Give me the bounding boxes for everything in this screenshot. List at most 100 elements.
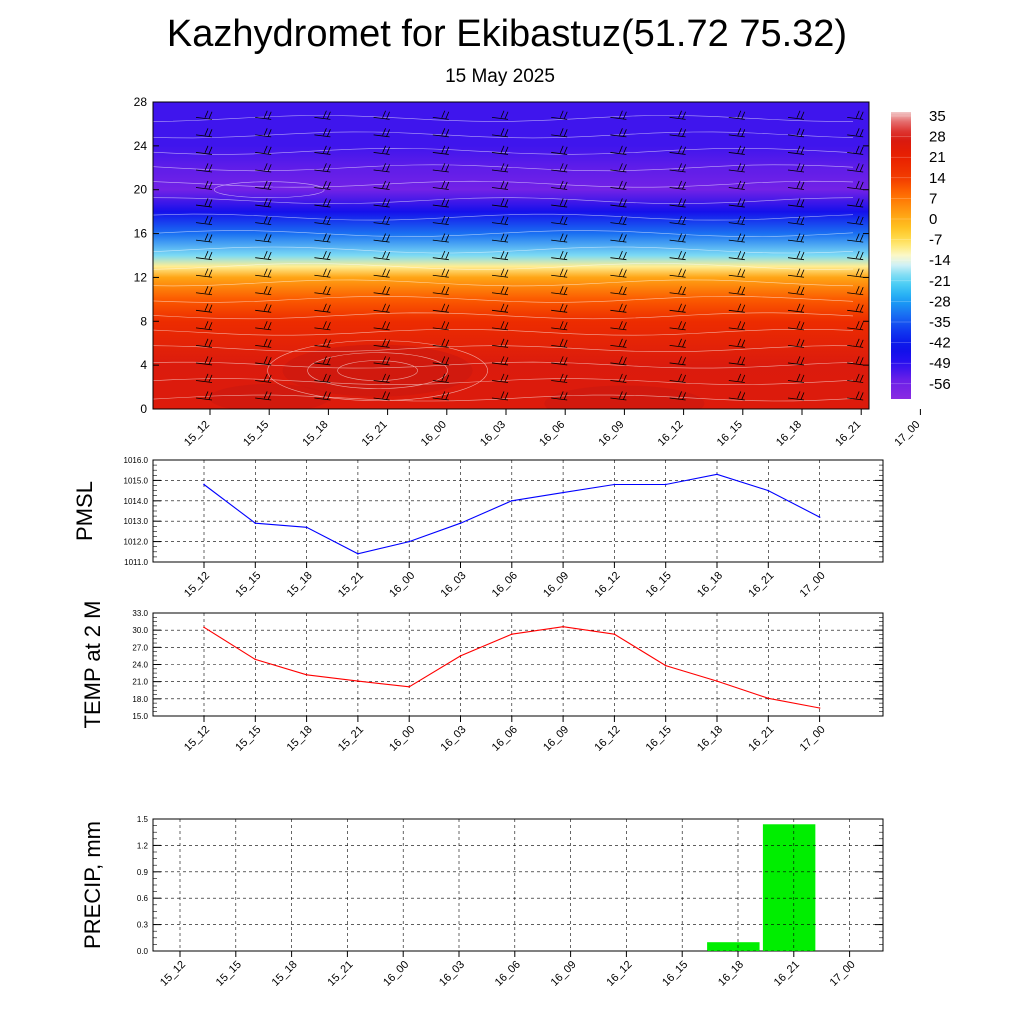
wind-barb	[610, 338, 627, 348]
wind-barb	[847, 163, 864, 173]
precip-ytick-label: 1.2	[137, 841, 149, 850]
wind-barb	[373, 303, 390, 313]
wind-barb	[847, 338, 864, 348]
wind-barb	[728, 145, 746, 155]
temp-2m-point	[664, 664, 667, 667]
wind-barb	[847, 215, 864, 226]
wind-barb	[314, 321, 331, 331]
section-xtick-label: 16_21	[833, 419, 863, 449]
pmsl-ytick-label: 1013.0	[124, 517, 149, 526]
pmsl-ytick-label: 1016.0	[124, 456, 149, 465]
wind-barb	[551, 321, 568, 331]
temp-2m-xtick-label: 16_18	[695, 724, 725, 754]
wind-barb	[610, 356, 627, 366]
wind-barb	[669, 286, 686, 296]
wind-barb	[728, 338, 746, 348]
wind-barb	[432, 145, 450, 155]
wind-barb	[491, 391, 509, 401]
wind-barb	[255, 180, 272, 190]
wind-barb	[669, 303, 686, 313]
wind-barb	[728, 321, 746, 331]
wind-barb	[728, 391, 746, 401]
section-ytick-label: 0	[140, 402, 147, 416]
wind-barb	[195, 250, 213, 261]
isotherm-ring-2	[267, 340, 488, 401]
temp-2m-xtick-label: 16_00	[387, 724, 417, 754]
precip-bar	[762, 824, 816, 951]
wind-barb	[669, 215, 686, 226]
precip-xtick-label: 15_15	[214, 959, 244, 989]
warm-core-1	[544, 385, 705, 409]
wind-barb	[314, 198, 331, 208]
wind-barb	[787, 233, 805, 243]
wind-barb	[491, 373, 509, 383]
isotherm-12	[153, 197, 854, 205]
wind-barb	[551, 338, 568, 348]
wind-barb	[491, 338, 509, 348]
pmsl-xtick-label: 15_18	[285, 570, 315, 600]
precip-xtick-label: 16_21	[772, 959, 802, 989]
pmsl-xtick-label: 16_09	[541, 570, 571, 600]
wind-barb	[373, 250, 390, 261]
pmsl-xtick-label: 16_12	[592, 570, 622, 600]
wind-barb	[551, 286, 568, 296]
wind-barb	[491, 321, 509, 331]
wind-barb	[551, 145, 568, 155]
pmsl-point	[767, 489, 770, 492]
wind-barb	[255, 250, 272, 261]
wind-barb	[551, 110, 568, 120]
wind-barb	[728, 128, 746, 138]
wind-barb	[195, 215, 213, 226]
wind-barb	[787, 268, 805, 278]
temp-2m-ytick-label: 27.0	[132, 643, 148, 652]
temp-2m-xtick-label: 16_21	[746, 724, 776, 754]
pmsl-point	[305, 526, 308, 529]
precip-xtick-label: 17_00	[828, 959, 858, 989]
wind-barb	[255, 163, 272, 173]
wind-barb	[551, 391, 568, 401]
wind-barb	[669, 233, 686, 243]
colorbar-label: 35	[929, 108, 946, 125]
colorbar-label: -7	[929, 232, 942, 249]
wind-barb	[491, 128, 509, 138]
section-xtick-label: 16_12	[656, 419, 686, 449]
pmsl-xtick-label: 17_00	[798, 570, 828, 600]
wind-barb	[314, 145, 331, 155]
wind-barb	[373, 163, 390, 173]
temp-2m-xtick-label: 15_15	[233, 724, 263, 754]
section-ytick-label: 16	[134, 227, 148, 241]
wind-barb	[432, 233, 450, 243]
wind-barb	[787, 321, 805, 331]
wind-barb	[255, 391, 272, 401]
temp-2m-ytick-label: 18.0	[132, 695, 148, 704]
vertical-section-panel: 0 4 8 12 16 20 24 28 15_12 15_15 15_18 15_21 16_00 16…	[134, 95, 923, 449]
wind-barb	[491, 215, 509, 226]
temp-2m-xtick-label: 15_12	[182, 724, 212, 754]
wind-barb	[728, 163, 746, 173]
pmsl-point	[357, 553, 359, 555]
wind-barb	[551, 268, 568, 278]
wind-barb	[195, 110, 213, 120]
pmsl-xtick-label: 15_21	[336, 570, 366, 600]
isotherm-ring-1	[307, 352, 448, 389]
section-ytick-label: 12	[134, 270, 148, 284]
section-xtick-label: 15_18	[300, 419, 330, 449]
wind-barb	[373, 215, 390, 226]
wind-barb	[610, 250, 627, 261]
wind-barb	[432, 286, 450, 296]
wind-barb	[669, 250, 686, 261]
wind-barbs	[195, 110, 864, 401]
temp-2m-ytick-label: 15.0	[132, 712, 148, 721]
wind-barb	[610, 215, 627, 226]
wind-barb	[491, 303, 509, 313]
wind-barb	[432, 373, 450, 383]
wind-barb	[847, 250, 864, 261]
temp-2m-ytick-label: 21.0	[132, 678, 148, 687]
colorbar-label: 7	[929, 190, 937, 207]
wind-barb	[373, 391, 390, 401]
wind-barb	[432, 356, 450, 366]
wind-barb	[195, 180, 213, 190]
wind-barb	[787, 286, 805, 296]
